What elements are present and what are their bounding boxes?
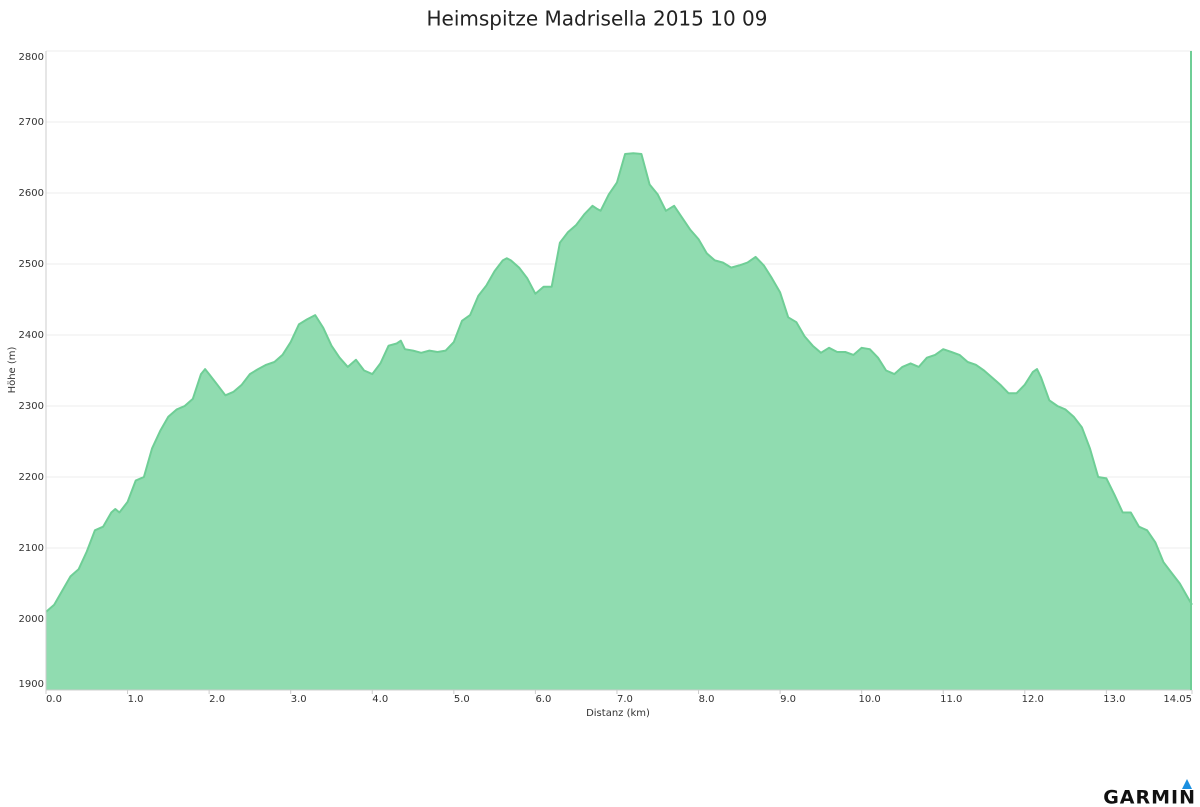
y-axis-title: Höhe (m) (7, 346, 18, 393)
y-tick-label: 2100 (19, 543, 44, 554)
y-tick-label: 2400 (19, 330, 44, 341)
y-tick-label: 2800 (19, 52, 44, 63)
x-tick-label: 6.0 (535, 694, 551, 705)
x-tick-label: 7.0 (617, 694, 633, 705)
x-tick-label: 14.05 (1163, 694, 1192, 705)
x-tick-label: 13.0 (1103, 694, 1125, 705)
x-tick-label: 9.0 (780, 694, 796, 705)
x-tick-label: 3.0 (291, 694, 307, 705)
x-tick-label: 8.0 (699, 694, 715, 705)
y-tick-label: 2700 (19, 117, 44, 128)
plot-area: 1900 2000 2100 2200 2300 2400 2500 2600 2700 2800… (19, 50, 1193, 705)
logo: GARMIN (1103, 787, 1196, 807)
x-tick-label: 12.0 (1022, 694, 1044, 705)
logo-mark (1182, 779, 1192, 789)
x-tick-label: 10.0 (859, 694, 881, 705)
x-tick-label: 1.0 (128, 694, 144, 705)
y-tick-label: 2500 (19, 259, 44, 270)
y-tick-label: 1900 (19, 679, 44, 690)
y-tick-label: 2200 (19, 472, 44, 483)
line (45, 152, 1193, 613)
x-tick-label: 11.0 (940, 694, 962, 705)
y-tick-label: 2600 (19, 188, 44, 199)
chart-title: Heimspitze Madrisella 2015 10 09 (426, 7, 767, 31)
x-tick-label: 2.0 (209, 694, 225, 705)
x-tick-label: 0.0 (46, 694, 62, 705)
y-tick-label: 2300 (19, 401, 44, 412)
x-axis-title: Distanz (km) (586, 708, 650, 719)
x-tick-label: 5.0 (454, 694, 470, 705)
y-tick-label: 2000 (19, 614, 44, 625)
x-tick-label: 4.0 (372, 694, 388, 705)
area (46, 153, 1192, 690)
